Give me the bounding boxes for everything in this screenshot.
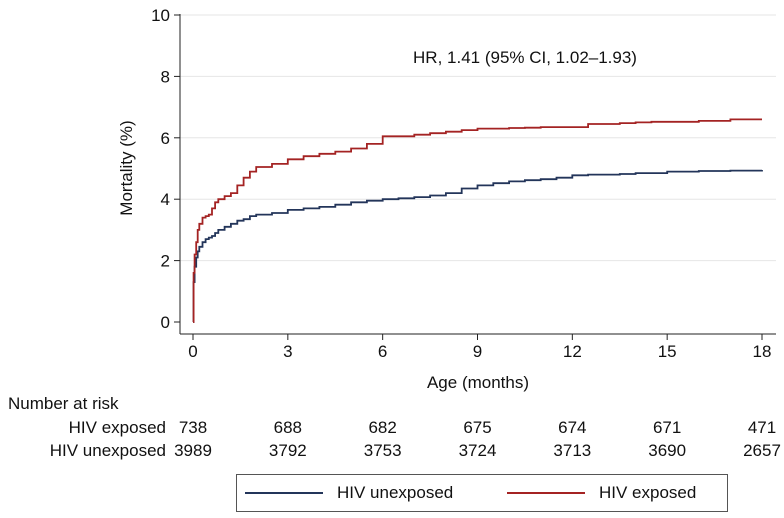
- legend-swatch-exposed: [507, 492, 585, 494]
- series-line-hiv-exposed: [192, 118, 762, 323]
- hazard-ratio-annotation: HR, 1.41 (95% CI, 1.02–1.93): [413, 48, 637, 67]
- risk-value: 2657: [743, 441, 781, 460]
- x-tick-label-0: 0: [188, 342, 197, 361]
- legend-label-exposed: HIV exposed: [599, 483, 697, 502]
- risk-row-label: HIV exposed: [68, 418, 166, 437]
- risk-value: 3713: [553, 441, 592, 460]
- x-tick-label-18: 18: [753, 342, 772, 361]
- legend-item-exposed: HIV exposed: [507, 475, 696, 511]
- series-lines: [192, 118, 763, 323]
- x-tick-label-9: 9: [473, 342, 482, 361]
- risk-value: 3989: [174, 441, 212, 460]
- risk-value: 3690: [648, 441, 687, 460]
- legend-swatch-unexposed: [245, 492, 323, 494]
- y-tick-label-4: 4: [161, 190, 170, 209]
- y-tick-label-0: 0: [161, 313, 170, 332]
- risk-value: 738: [178, 418, 208, 437]
- risk-value: 3724: [458, 441, 497, 460]
- risk-value: 471: [747, 418, 777, 437]
- x-tick-label-15: 15: [658, 342, 677, 361]
- x-tick-label-6: 6: [378, 342, 387, 361]
- legend-label-unexposed: HIV unexposed: [337, 483, 454, 502]
- y-tick-label-6: 6: [161, 129, 170, 148]
- axes: 0 2 4 6 8 10 0 3 6 9 12 15 18: [151, 6, 776, 361]
- risk-value: 682: [368, 418, 397, 437]
- risk-value: 671: [652, 418, 682, 437]
- x-tick-label-12: 12: [563, 342, 582, 361]
- risk-row-label: HIV unexposed: [49, 441, 166, 460]
- gridlines: [180, 14, 776, 262]
- y-axis-label: Mortality (%): [117, 120, 136, 215]
- risk-value: 675: [463, 418, 492, 437]
- y-tick-label-8: 8: [161, 67, 170, 86]
- y-tick-label-2: 2: [161, 252, 170, 271]
- x-axis-label: Age (months): [427, 373, 529, 392]
- legend: HIV unexposed HIV exposed: [236, 474, 728, 512]
- risk-value: 3792: [268, 441, 307, 460]
- legend-item-unexposed: HIV unexposed: [245, 475, 453, 511]
- risk-value: 688: [273, 418, 303, 437]
- risk-value: 3753: [363, 441, 402, 460]
- risk-value: 674: [558, 418, 587, 437]
- risk-table-title: Number at risk: [8, 394, 119, 413]
- y-tick-label-10: 10: [151, 6, 170, 25]
- series-line-hiv-unexposed: [192, 169, 763, 323]
- x-tick-label-3: 3: [283, 342, 292, 361]
